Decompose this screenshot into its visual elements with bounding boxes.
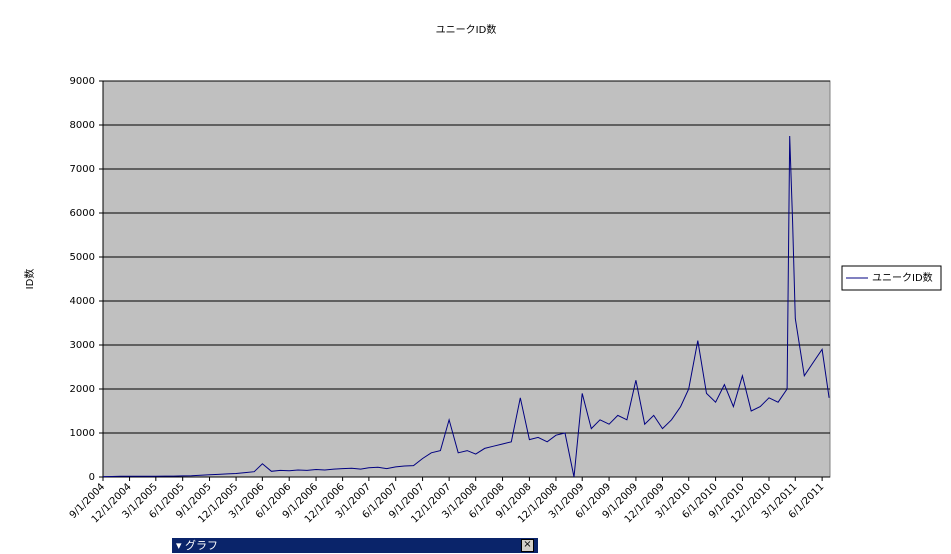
y-tick-label: 5000	[70, 252, 95, 263]
y-tick-label: 6000	[70, 208, 95, 219]
y-tick-label: 2000	[70, 384, 95, 395]
close-button[interactable]: ×	[521, 539, 534, 552]
data-line	[102, 135, 830, 478]
toolbar[interactable]: ▾ グラフ ×	[172, 538, 538, 553]
y-tick-label: 1000	[70, 428, 95, 439]
y-tick-label: 4000	[70, 296, 95, 307]
y-tick-label: 9000	[70, 76, 95, 87]
legend-label: ユニークID数	[872, 271, 933, 284]
chart-title: ユニークID数	[436, 23, 497, 36]
y-tick-label: 3000	[70, 340, 95, 351]
plot-area	[102, 80, 831, 478]
y-tick-label: 0	[89, 472, 95, 483]
y-tick-label: 7000	[70, 164, 95, 175]
toolbar-title: グラフ	[185, 539, 219, 552]
y-axis-label: ID数	[23, 269, 36, 290]
y-tick-label: 8000	[70, 120, 95, 131]
